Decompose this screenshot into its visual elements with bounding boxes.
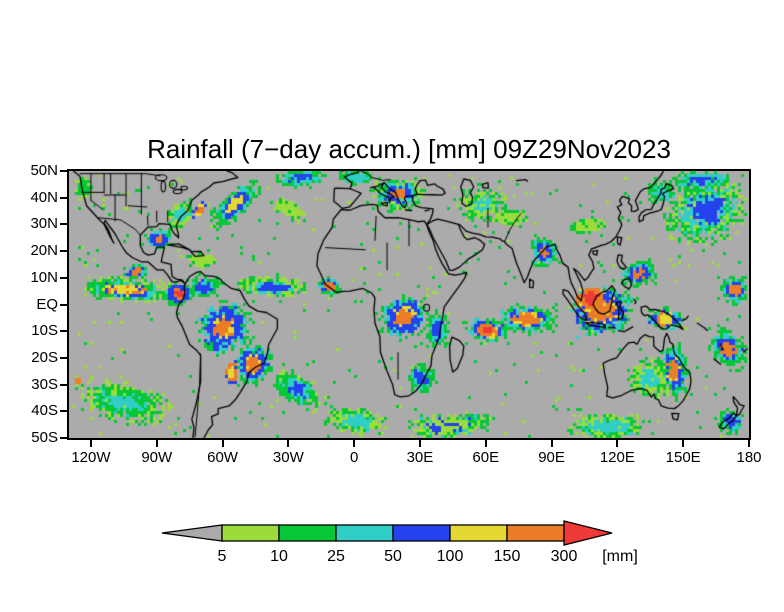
- y-tick-mark: [60, 383, 67, 386]
- y-tick-label: 30S: [31, 375, 58, 393]
- x-tick-mark: [155, 440, 158, 447]
- y-tick-label: EQ: [36, 295, 58, 313]
- y-tick-mark: [60, 170, 67, 172]
- y-tick-mark: [60, 276, 67, 279]
- y-tick-label: 50N: [30, 162, 58, 179]
- x-tick-mark: [418, 440, 421, 447]
- colorbar-segment: [392, 524, 451, 542]
- y-tick-mark: [60, 303, 67, 306]
- x-tick-mark: [287, 440, 290, 447]
- x-tick-label: 120E: [599, 449, 635, 466]
- x-tick-label: 90E: [538, 449, 565, 466]
- y-tick-mark: [60, 196, 67, 199]
- x-tick-label: 120W: [71, 449, 111, 466]
- y-tick-label: 10S: [31, 322, 58, 340]
- x-tick-mark: [616, 440, 619, 447]
- y-tick-label: 30N: [30, 215, 58, 233]
- y-tick-label: 20N: [30, 242, 58, 260]
- x-tick-mark: [221, 440, 224, 447]
- x-tick-label: 180: [736, 449, 762, 466]
- y-tick-mark: [60, 356, 67, 359]
- colorbar-segment: [278, 524, 337, 542]
- y-tick-label: 10N: [30, 268, 58, 286]
- x-tick-label: 0: [349, 449, 359, 466]
- x-tick-label: 60W: [207, 449, 238, 466]
- colorbar-segment: [221, 524, 280, 542]
- colorbar-over-arrow: [563, 520, 613, 546]
- colorbar-tick-label: 300: [551, 548, 578, 565]
- x-tick-mark: [353, 440, 356, 447]
- x-tick-label: 30W: [272, 449, 304, 466]
- x-tick-mark: [748, 440, 750, 447]
- colorbar-tick-label: 10: [270, 548, 288, 565]
- y-tick-label: 40N: [30, 188, 58, 206]
- x-tick-label: 30E: [406, 449, 434, 466]
- colorbar-tick-label: 100: [437, 548, 464, 565]
- colorbar-segment: [506, 524, 565, 542]
- x-tick-mark: [550, 440, 553, 447]
- chart-title: Rainfall (7−day accum.) [mm] 09Z29Nov202…: [147, 134, 671, 164]
- colorbar-tick-label: 5: [218, 548, 227, 565]
- colorbar-segment: [449, 524, 508, 542]
- y-tick-mark: [60, 330, 67, 333]
- y-tick-mark: [60, 250, 67, 253]
- world-rainfall-map: [69, 171, 749, 438]
- x-tick-mark: [89, 440, 92, 447]
- x-tick-mark: [484, 440, 487, 447]
- x-tick-label: 60E: [472, 449, 500, 466]
- colorbar: 5 10 25 50 100 150 300 [mm]: [161, 520, 638, 565]
- y-tick-mark: [60, 437, 67, 439]
- colorbar-tick-label: 50: [384, 548, 402, 565]
- map-frame: [67, 169, 751, 440]
- colorbar-unit-label: [mm]: [602, 548, 638, 565]
- y-tick-mark: [60, 410, 67, 413]
- x-tick-label: 90W: [141, 449, 173, 466]
- y-tick-label: 20S: [31, 348, 58, 366]
- y-tick-label: 50S: [31, 429, 58, 446]
- x-tick-label: 150E: [665, 449, 701, 466]
- colorbar-tick-label: 150: [494, 548, 521, 565]
- colorbar-segment: [335, 524, 394, 542]
- y-tick-mark: [60, 223, 67, 226]
- colorbar-under-arrow: [161, 524, 223, 542]
- colorbar-tick-label: 25: [327, 548, 345, 565]
- x-tick-mark: [682, 440, 685, 447]
- y-tick-label: 40S: [31, 402, 58, 420]
